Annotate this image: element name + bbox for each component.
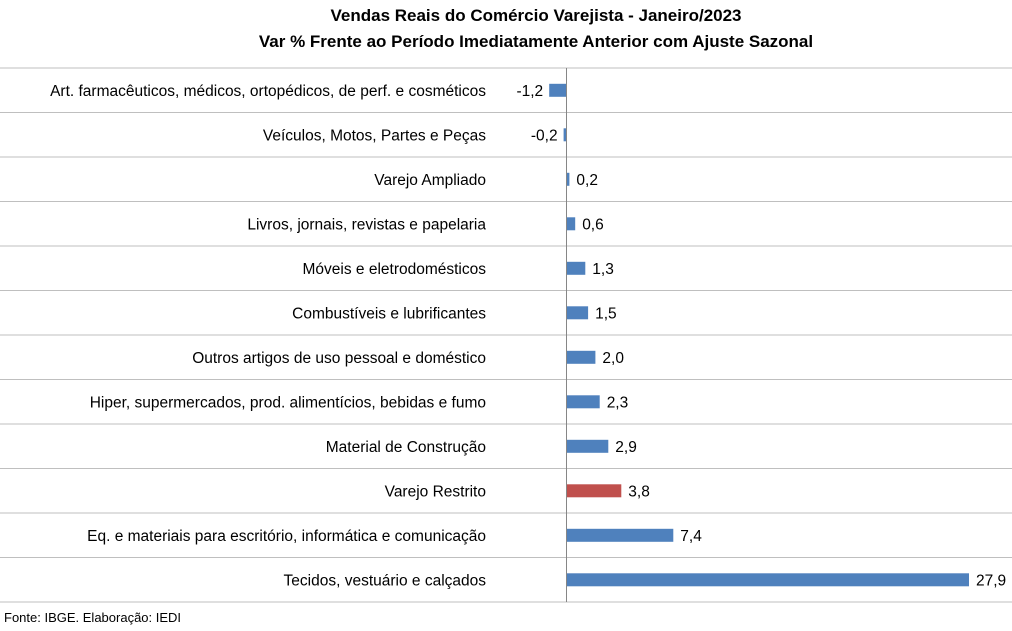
data-label: 7,4 [680,528,702,545]
category-label: Hiper, supermercados, prod. alimentícios… [90,394,486,411]
bar [566,217,576,231]
data-label: 2,3 [607,394,629,411]
bar [566,350,596,364]
category-label: Art. farmacêuticos, médicos, ortopédicos… [50,83,486,100]
bar [566,261,586,275]
category-label: Material de Construção [326,439,486,456]
bar [563,128,567,142]
bar [566,573,969,587]
data-label: 0,6 [582,216,604,233]
category-label: Eq. e materiais para escritório, informá… [87,528,486,545]
category-label: Tecidos, vestuário e calçados [284,572,487,589]
chart-title: Vendas Reais do Comércio Varejista - Jan… [330,6,742,25]
bar [566,439,609,453]
category-label: Varejo Restrito [385,483,486,500]
bar [566,528,674,542]
bar [566,306,589,320]
bar [566,484,622,498]
category-label: Combustíveis e lubrificantes [292,305,486,322]
data-label: 2,0 [602,350,624,367]
chart-subtitle: Var % Frente ao Período Imediatamente An… [258,32,814,51]
data-label: -1,2 [516,83,543,100]
bar [566,172,570,186]
bar [566,395,600,409]
source-note: Fonte: IBGE. Elaboração: IEDI [4,610,182,625]
data-label: 1,5 [595,305,617,322]
data-label: -0,2 [531,127,558,144]
category-label: Veículos, Motos, Partes e Peças [263,127,486,144]
data-label: 27,9 [976,572,1006,589]
data-label: 0,2 [576,172,598,189]
category-label: Livros, jornais, revistas e papelaria [247,216,486,233]
data-label: 1,3 [592,261,614,278]
data-label: 2,9 [615,439,637,456]
category-label: Varejo Ampliado [374,172,486,189]
category-label: Outros artigos de uso pessoal e doméstic… [192,350,486,367]
bar [549,83,567,97]
data-label: 3,8 [628,483,650,500]
category-label: Móveis e eletrodomésticos [303,261,487,278]
